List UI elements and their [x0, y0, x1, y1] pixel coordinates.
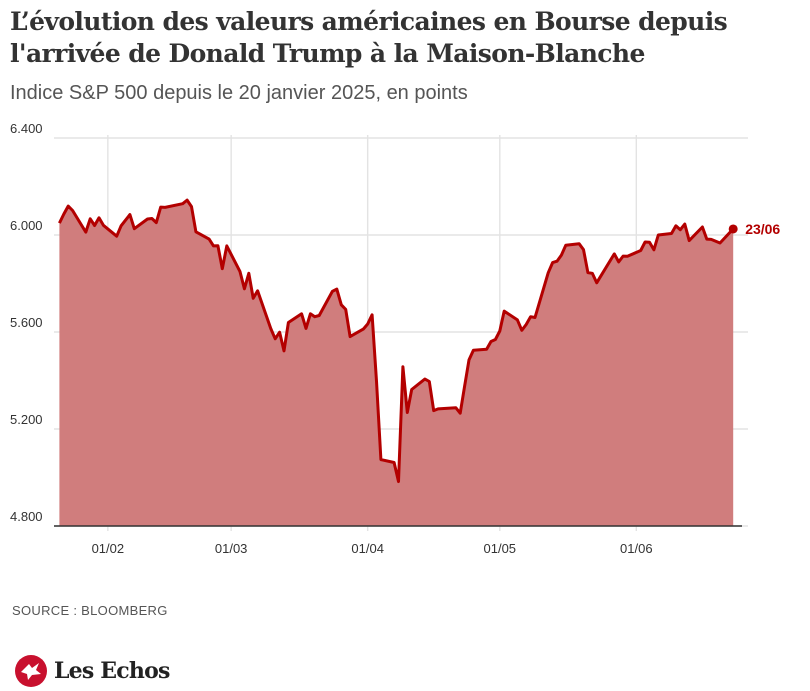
x-tick-label: 01/06 — [620, 541, 653, 556]
sp500-area-chart: 4.800 5.200 5.600 6.000 6.400 01/02 01/03 01/04… — [10, 121, 780, 556]
y-tick-label: 6.400 — [10, 121, 43, 136]
y-tick-label: 5.600 — [10, 315, 43, 330]
x-tick-label: 01/03 — [215, 541, 248, 556]
series-area — [59, 200, 734, 526]
les-echos-logo: Les Echos — [14, 654, 170, 688]
chart-subtitle: Indice S&P 500 depuis le 20 janvier 2025… — [10, 82, 468, 104]
chart-title: L’évolution des valeurs américaines en B… — [10, 7, 728, 68]
y-tick-label: 4.800 — [10, 509, 43, 524]
echos-emblem-icon — [15, 655, 47, 687]
x-tick-label: 01/05 — [484, 541, 517, 556]
series-line — [58, 198, 735, 484]
y-tick-label: 6.000 — [10, 218, 43, 233]
x-tick-label: 01/02 — [92, 541, 125, 556]
brand-name: Les Echos — [54, 658, 170, 684]
last-point-marker — [728, 224, 738, 234]
x-tick-label: 01/04 — [351, 541, 384, 556]
y-tick-label: 5.200 — [10, 412, 43, 427]
last-point-label: 23/06 — [745, 221, 780, 237]
source-note: SOURCE : BLOOMBERG — [12, 603, 168, 618]
